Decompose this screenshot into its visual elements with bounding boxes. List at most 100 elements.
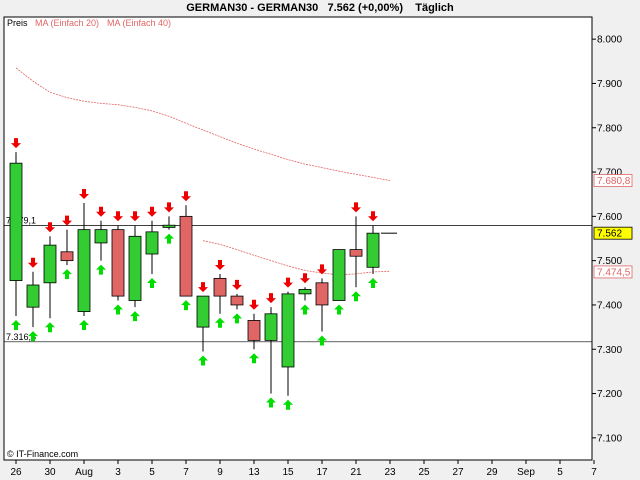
sell-arrow-icon [28,257,38,268]
plot-area [3,16,593,461]
candle [145,220,159,274]
price-tag-label: 7.562 [597,229,622,240]
buy-arrow-icon [266,397,276,408]
candle [366,225,380,274]
price-tag [593,174,633,187]
buy-arrow-icon [368,277,378,288]
y-axis: 7.100 7.200 7.300 7.400 7.500 7.600 7.700 7.800… [592,35,622,444]
candle [213,273,227,314]
buy-arrow-icon [283,399,293,410]
x-tick-label: 5 [557,467,563,478]
sell-arrow-icon [266,293,276,304]
x-tick-label: 7 [591,467,597,478]
y-tick-label: 7.800 [597,123,622,134]
buy-arrow-icon [96,264,106,275]
copyright-label: © IT-Finance.com [7,449,78,459]
x-tick-label: Sep [517,467,535,478]
moving-averages [15,67,391,276]
buy-arrow-icon [147,277,157,288]
sell-arrow-icon [351,202,361,213]
buy-arrow-icon [334,304,344,315]
x-tick-label: 29 [486,467,498,478]
candle-body-down [213,277,227,297]
candle [332,249,346,301]
legend-ma40: MA (Einfach 40) [107,18,171,28]
buy-arrow-icon [28,331,38,342]
sell-arrow-icon [164,202,174,213]
x-tick-label: 3 [115,467,121,478]
x-tick-label: 23 [384,467,396,478]
candle [264,307,278,394]
candle-body-up [26,284,40,308]
price-change: (+0,00%) [358,2,403,14]
buy-arrow-icon [130,311,140,322]
sell-arrow-icon [62,215,72,226]
y-tick-label: 7.200 [597,389,622,400]
candle-body-up [281,293,295,368]
candle-body-up [332,249,346,301]
candle-body-up [9,162,23,281]
candle [111,225,125,301]
candle-body-down [111,229,125,297]
candle [77,203,91,317]
x-tick-label: 25 [418,467,430,478]
ma20-line [202,240,391,276]
level-label: 7.316,8 [6,332,36,342]
candle-body-down [247,320,261,341]
buy-arrow-icon [113,304,123,315]
sell-arrow-icon [79,189,89,200]
price-tag [593,265,633,279]
sell-arrow-icon [113,211,123,222]
candle [9,152,23,317]
candle [315,278,329,332]
buy-arrow-icon [232,313,242,324]
candle [162,216,176,230]
candle-body-up [366,232,380,268]
buy-arrow-icon [351,291,361,302]
candle-body-up [94,229,108,244]
sell-arrow-icon [45,222,55,233]
candle [94,220,108,261]
sell-arrow-icon [232,279,242,290]
candle [26,271,40,328]
candle [281,291,295,396]
x-tick-label: 9 [217,467,223,478]
candle-body-up [298,289,312,295]
candle [43,236,57,319]
candle-body-up [77,229,91,312]
candle [349,216,363,288]
x-axis: 26 30 Aug 3 5 7 9 13 15 17 21 23 25 27 29 Sep 5 7 [10,460,597,478]
y-tick-label: 7.300 [597,345,622,356]
current-price: 7.562 [327,2,355,14]
legend-ma20: MA (Einfach 20) [35,18,99,28]
x-tick-label: 27 [452,467,464,478]
sell-arrow-icon [11,138,21,149]
price-tag [593,226,633,240]
y-tick-label: 7.600 [597,212,622,223]
legend-price: Preis [7,18,28,28]
sell-arrow-icon [300,273,310,284]
y-tick-label: 7.900 [597,79,622,90]
y-tick-label: 7.500 [597,256,622,267]
y-tick-label: 7.400 [597,300,622,311]
sell-arrow-icon [130,211,140,222]
x-tick-label: 26 [10,467,22,478]
candle [196,295,210,352]
y-tick-label: 7.100 [597,433,622,444]
x-tick-label: 15 [282,467,294,478]
signal-arrows [11,138,378,410]
candle-body-up [43,244,57,284]
buy-arrow-icon [249,353,259,364]
period-label: Täglich [415,2,454,14]
sell-arrow-icon [215,259,225,270]
candle-body-down [230,295,244,306]
candle [128,225,142,308]
buy-arrow-icon [164,233,174,244]
sell-arrow-icon [96,206,106,217]
buy-arrow-icon [11,320,21,331]
buy-arrow-icon [181,300,191,311]
buy-arrow-icon [300,304,310,315]
candle-body-down [179,215,193,297]
